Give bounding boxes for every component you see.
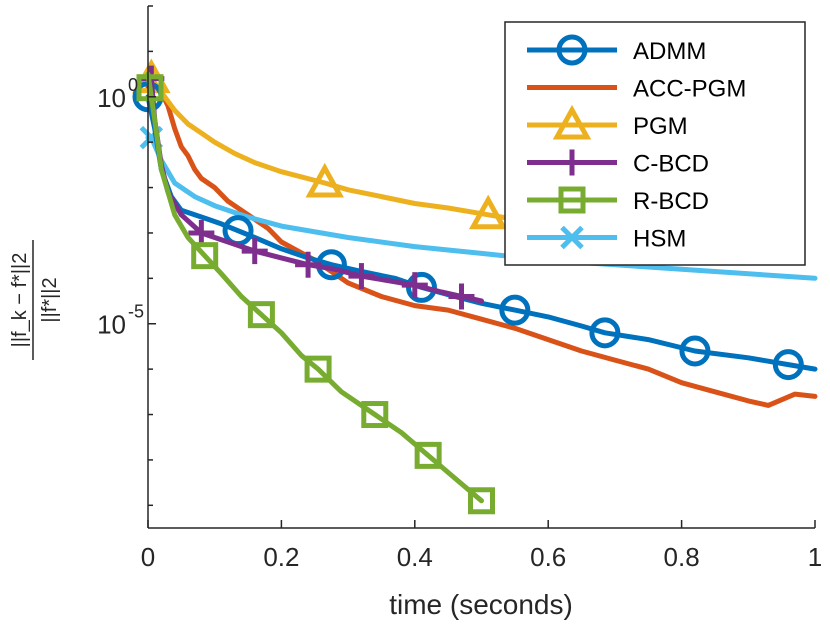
legend-marker-pgm [552, 104, 592, 140]
marker-r-bcd-5 [414, 441, 442, 469]
legend-entry-acc-pgm: ACC-PGM [527, 76, 746, 103]
y-tick-label-0: 10 [97, 83, 126, 113]
marker-admm-4 [499, 294, 531, 326]
legend-marker-hsm [560, 225, 584, 250]
legend-box [504, 21, 806, 266]
marker-c-bcd-1 [188, 219, 215, 246]
x-tick-label-1: 0.2 [263, 542, 299, 572]
legend-entry-r-bcd: R-BCD [527, 186, 709, 215]
y-tick-label-exp-1: -5 [128, 302, 144, 322]
marker-r-bcd-3 [304, 355, 332, 383]
legend-entry-hsm: HSM [527, 226, 686, 253]
legend-label-c-bcd: C-BCD [633, 151, 709, 178]
legend-marker-admm [556, 34, 588, 66]
y-tick-label-exp-0: 0 [128, 75, 138, 95]
legend-marker-c-bcd [559, 149, 585, 176]
marker-pgm-1 [305, 162, 345, 198]
legend-label-acc-pgm: ACC-PGM [633, 76, 746, 103]
series-r-bcd [136, 71, 495, 515]
x-tick-label-0: 0 [141, 542, 155, 572]
marker-c-bcd-2 [241, 238, 268, 265]
y-tick-label-1: 10 [97, 310, 126, 340]
legend-label-r-bcd: R-BCD [633, 188, 709, 215]
marker-r-bcd-0 [136, 74, 164, 102]
series-line-hsm [145, 135, 818, 281]
axes-layer: 0 0.2 0.4 0.6 0.8 110 010 -5 [97, 5, 822, 572]
y-axis-label-numerator: ||f_k − f*||2 [9, 253, 31, 348]
marker-r-bcd-1 [191, 242, 219, 270]
legend-label-hsm: HSM [633, 226, 686, 253]
marker-c-bcd-6 [448, 283, 475, 310]
legend-entry-admm: ADMM [527, 34, 706, 66]
marker-admm-6 [679, 335, 711, 367]
marker-c-bcd-3 [295, 251, 322, 278]
legend-label-admm: ADMM [633, 38, 706, 65]
marker-pgm-2 [468, 194, 508, 230]
legend: ADMM ACC-PGM PGM C-BCD R-BCD HSM [504, 21, 806, 266]
x-tick-label-5: 1 [808, 542, 822, 572]
marker-admm-5 [589, 317, 621, 349]
marker-c-bcd-4 [348, 263, 375, 290]
marker-admm-7 [772, 349, 804, 381]
series-layer [132, 58, 818, 515]
x-axis-label: time (seconds) [389, 589, 573, 620]
legend-label-pgm: PGM [633, 113, 688, 140]
x-tick-label-4: 0.8 [664, 542, 700, 572]
marker-r-bcd-2 [247, 301, 275, 329]
legend-marker-r-bcd [558, 186, 586, 214]
x-tick-label-2: 0.4 [397, 542, 433, 572]
legend-marker-hsm-b [560, 225, 584, 250]
marker-r-bcd-6 [468, 487, 495, 515]
marker-c-bcd-5 [401, 272, 428, 299]
y-axis-label-denominator: ||f*||2 [39, 277, 61, 322]
legend-entry-c-bcd: C-BCD [527, 149, 709, 178]
x-tick-label-3: 0.6 [530, 542, 566, 572]
marker-r-bcd-4 [361, 401, 389, 429]
y-axis-label: ||f_k − f*||2 ||f*||2 [9, 240, 61, 360]
legend-entry-pgm: PGM [527, 104, 688, 140]
